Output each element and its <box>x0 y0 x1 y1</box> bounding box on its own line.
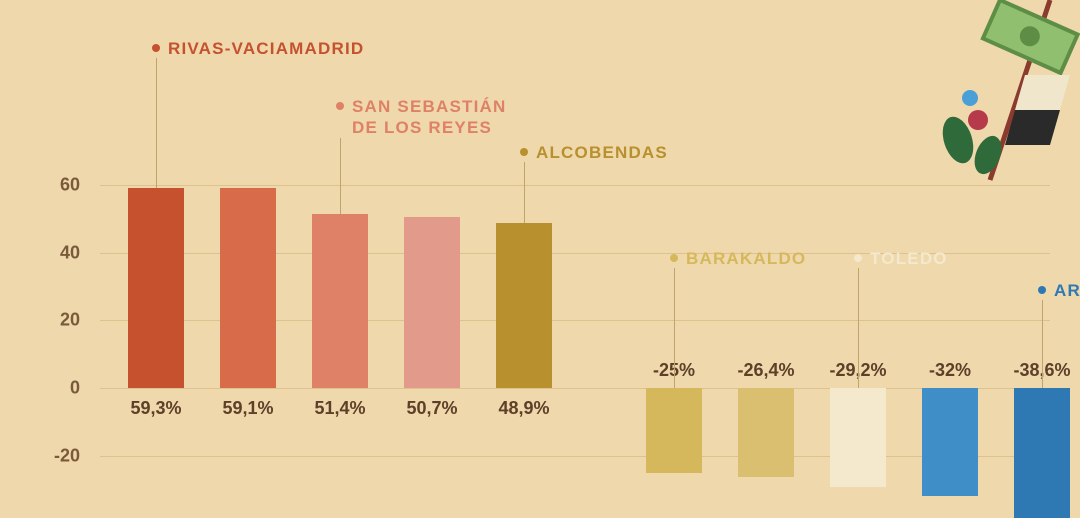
bar-value-label: 50,7% <box>406 398 457 419</box>
bar-alcobendas <box>496 223 552 388</box>
callout-line <box>858 268 859 388</box>
bar-barakaldo <box>646 388 702 473</box>
y-tick-label: 60 <box>20 175 80 196</box>
y-tick-label: 40 <box>20 242 80 263</box>
bar-bar-4 <box>404 217 460 388</box>
gridline <box>100 456 1050 457</box>
callout-label: BARAKALDO <box>686 248 806 269</box>
y-tick-label: 20 <box>20 310 80 331</box>
callout-label: RIVAS-VACIAMADRID <box>168 38 364 59</box>
callout-label: SAN SEBASTIÁN DE LOS REYES <box>352 96 506 139</box>
callout-dot <box>854 254 862 262</box>
callout-label: ARONA <box>1054 280 1080 301</box>
corner-decoration <box>870 0 1080 190</box>
bar-san-sebastian-de-los-reyes <box>312 214 368 388</box>
bar-value-label: -32% <box>929 360 971 381</box>
bar-value-label: 59,1% <box>222 398 273 419</box>
callout-line <box>1042 300 1043 388</box>
bar-rivas-vaciamadrid <box>128 188 184 388</box>
bar-value-label: 59,3% <box>130 398 181 419</box>
callout-label: ALCOBENDAS <box>536 142 668 163</box>
bar-value-label: -26,4% <box>737 360 794 381</box>
bar-value-label: 48,9% <box>498 398 549 419</box>
callout-line <box>674 268 675 388</box>
bar-value-label: 51,4% <box>314 398 365 419</box>
callout-line <box>156 58 157 188</box>
callout-dot <box>670 254 678 262</box>
callout-label: TOLEDO <box>870 248 948 269</box>
bar-arona <box>1014 388 1070 518</box>
y-tick-label: 0 <box>20 378 80 399</box>
callout-dot <box>152 44 160 52</box>
gridline <box>100 185 1050 186</box>
gridline <box>100 388 1050 389</box>
callout-line <box>340 138 341 214</box>
callout-dot <box>520 148 528 156</box>
bar-bar-7 <box>738 388 794 477</box>
callout-dot <box>336 102 344 110</box>
callout-line <box>524 162 525 223</box>
bar-toledo <box>830 388 886 487</box>
bar-chart: 60 40 20 0 -20 59,3% RIVAS-VACIAMADRID 59,1% 51… <box>0 0 1080 500</box>
bar-bar-2 <box>220 188 276 388</box>
callout-dot <box>1038 286 1046 294</box>
y-tick-label: -20 <box>20 445 80 466</box>
bar-bar-9 <box>922 388 978 496</box>
